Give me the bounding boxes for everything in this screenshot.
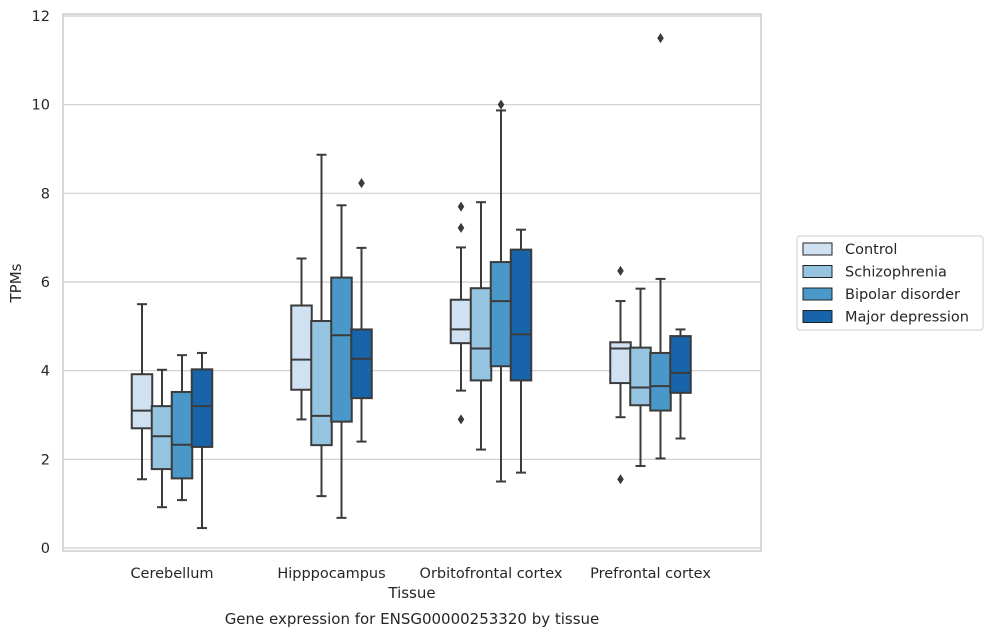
x-tick-label: Prefrontal cortex bbox=[590, 566, 711, 582]
legend-label: Schizophrenia bbox=[845, 265, 947, 281]
outlier-point bbox=[457, 201, 465, 212]
box-schizophrenia bbox=[629, 287, 652, 467]
box-major-depression bbox=[350, 178, 373, 443]
box-bipolar-disorder bbox=[170, 354, 194, 502]
legend-swatch bbox=[802, 265, 833, 278]
box-major-depression bbox=[669, 328, 692, 440]
box-schizophrenia bbox=[310, 153, 333, 498]
box-body bbox=[649, 351, 672, 412]
box-control bbox=[449, 201, 473, 425]
box-schizophrenia bbox=[150, 368, 174, 509]
legend-swatch bbox=[802, 242, 833, 256]
box-bipolar-disorder bbox=[649, 33, 672, 460]
y-axis-label: TPMs bbox=[7, 263, 25, 303]
y-tick-label: 2 bbox=[41, 452, 50, 468]
legend-swatch bbox=[802, 287, 833, 301]
legend-label: Control bbox=[845, 242, 897, 258]
box-control bbox=[609, 265, 632, 485]
box-body bbox=[150, 405, 174, 471]
legend-label: Bipolar disorder bbox=[845, 287, 960, 303]
y-tick-labels: 0 2 4 6 8 10 12 bbox=[32, 9, 50, 557]
box-body bbox=[509, 248, 533, 382]
outlier-point bbox=[457, 414, 465, 425]
outlier-point bbox=[497, 99, 505, 110]
box-body bbox=[310, 320, 333, 447]
legend-frame bbox=[796, 235, 984, 331]
y-tick-label: 6 bbox=[41, 275, 50, 291]
x-tick-label: Hipppocampus bbox=[277, 566, 385, 582]
box-major-depression bbox=[190, 351, 214, 530]
y-tick-label: 0 bbox=[41, 541, 50, 557]
box-body bbox=[290, 304, 313, 391]
y-tick-label: 4 bbox=[41, 364, 50, 380]
box-body bbox=[190, 368, 214, 448]
figure-caption: Gene expression for ENSG00000253320 by t… bbox=[224, 610, 600, 628]
plot-area bbox=[62, 13, 762, 552]
outlier-point bbox=[358, 178, 365, 189]
box-major-depression bbox=[509, 228, 533, 474]
box-bipolar-disorder bbox=[489, 99, 513, 483]
legend: Control Schizophrenia Bipolar disorder Majo… bbox=[796, 235, 984, 331]
box-control bbox=[130, 303, 154, 481]
x-axis-label: Tissue bbox=[387, 584, 435, 602]
legend-label: Major depression bbox=[845, 310, 969, 326]
box-body bbox=[170, 390, 194, 480]
outlier-point bbox=[617, 474, 624, 485]
y-tick-label: 12 bbox=[32, 9, 50, 25]
box-body bbox=[130, 373, 154, 430]
legend-swatch bbox=[802, 310, 833, 323]
outlier-point bbox=[457, 222, 465, 233]
box-body bbox=[449, 298, 473, 345]
x-tick-labels: Cerebellum Hipppocampus Orbitofrontal cort… bbox=[130, 566, 711, 582]
box-body bbox=[330, 276, 353, 423]
box-control bbox=[290, 257, 313, 421]
box-schizophrenia bbox=[469, 201, 493, 451]
x-tick-label: Cerebellum bbox=[130, 566, 213, 582]
box-body bbox=[629, 346, 652, 407]
outlier-point bbox=[657, 33, 664, 44]
box-bipolar-disorder bbox=[330, 204, 353, 519]
y-tick-label: 8 bbox=[41, 186, 50, 202]
x-tick-label: Orbitofrontal cortex bbox=[420, 566, 563, 582]
box-body bbox=[489, 261, 513, 368]
box-body bbox=[669, 335, 692, 394]
outlier-point bbox=[617, 265, 624, 276]
boxes bbox=[130, 33, 692, 530]
y-tick-label: 10 bbox=[32, 98, 50, 114]
box-body bbox=[469, 287, 493, 382]
box-body bbox=[350, 328, 373, 400]
